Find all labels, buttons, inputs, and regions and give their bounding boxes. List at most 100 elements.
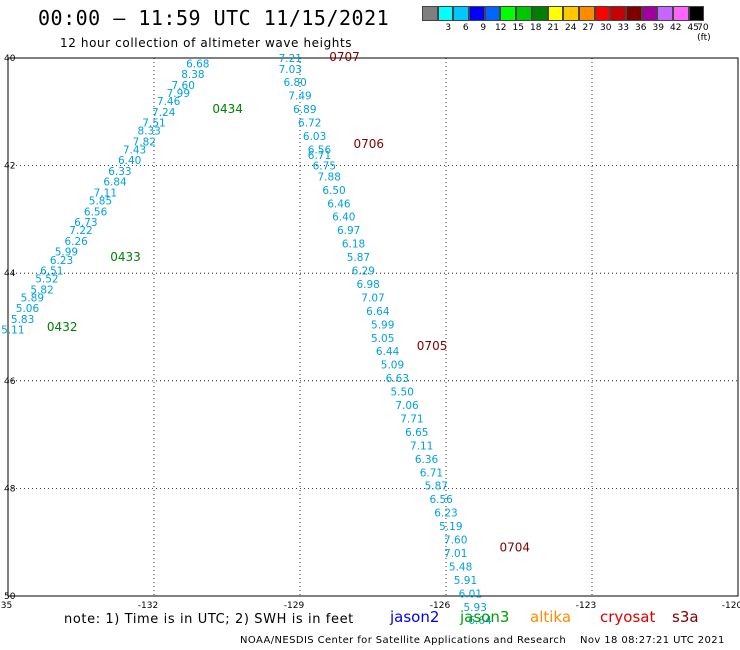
legend-swatch bbox=[484, 6, 501, 21]
pass-time-label: 0704 bbox=[500, 541, 531, 555]
swh-data-point: 6.51 bbox=[40, 266, 63, 278]
legend-label: 18 bbox=[530, 23, 542, 33]
swh-data-point: 6.36 bbox=[415, 454, 439, 466]
legend-label: 12 bbox=[495, 23, 507, 33]
page-subtitle: 12 hour collection of altimeter wave hei… bbox=[60, 36, 353, 50]
pass-time-label: 0707 bbox=[329, 50, 360, 64]
x-tick-label: -129 bbox=[284, 601, 305, 611]
swh-data-point: 6.97 bbox=[337, 225, 360, 237]
footer-note: note: 1) Time is in UTC; 2) SWH is in fe… bbox=[64, 612, 354, 627]
legend-label: 21 bbox=[547, 23, 559, 33]
swh-data-point: 7.11 bbox=[410, 440, 433, 452]
pass-time-label: 0706 bbox=[354, 137, 385, 151]
swh-data-point: 7.03 bbox=[279, 64, 302, 76]
legend-swatch bbox=[594, 6, 611, 21]
x-tick-label: -126 bbox=[430, 601, 451, 611]
swh-data-point: 5.89 bbox=[21, 292, 44, 304]
legend-label: 33 bbox=[617, 23, 629, 33]
legend-label: 45 bbox=[687, 23, 699, 33]
legend-label: 15 bbox=[512, 23, 524, 33]
pass-time-label: 0433 bbox=[110, 250, 141, 264]
swh-data-point: 6.23 bbox=[50, 255, 73, 267]
swh-data-point: 6.18 bbox=[342, 239, 365, 251]
swh-data-point: 6.64 bbox=[468, 615, 492, 627]
legend-label: 39 bbox=[652, 23, 664, 33]
y-tick-label: 50 bbox=[4, 592, 16, 602]
swh-data-point: 8.33 bbox=[137, 126, 160, 138]
swh-data-point: 7.22 bbox=[69, 225, 92, 237]
swh-data-point: 5.09 bbox=[381, 360, 404, 372]
swh-data-point: 5.91 bbox=[454, 575, 477, 587]
swh-data-point: 5.85 bbox=[89, 196, 112, 208]
swh-data-point: 6.71 bbox=[420, 467, 443, 479]
swh-data-point: 6.56 bbox=[429, 494, 453, 506]
x-tick-label: -135 bbox=[0, 601, 12, 611]
swh-data-point: 5.52 bbox=[35, 274, 58, 286]
legend-swatch bbox=[469, 6, 485, 21]
swh-data-point: 6.40 bbox=[332, 212, 355, 224]
pass-time-label: 0434 bbox=[212, 102, 243, 116]
legend-label: 3 bbox=[445, 23, 452, 33]
legend-label: 42 bbox=[670, 23, 682, 33]
legend-swatch bbox=[610, 6, 626, 21]
swh-data-point: 5.87 bbox=[347, 252, 370, 264]
y-tick-label: 46 bbox=[4, 377, 16, 387]
legend-swatch bbox=[673, 6, 689, 21]
swh-data-point: 5.11 bbox=[1, 325, 24, 337]
legend-swatch bbox=[531, 6, 548, 21]
swh-data-point: 7.99 bbox=[167, 88, 190, 100]
plot-frame bbox=[7, 57, 739, 597]
satellite-label-jason2: jason2 bbox=[390, 608, 440, 626]
y-tick-label: 44 bbox=[4, 269, 16, 279]
swh-data-point: 6.29 bbox=[352, 266, 375, 278]
legend-label: 30 bbox=[600, 23, 612, 33]
x-tick-label: -120 bbox=[722, 601, 740, 611]
swh-data-point: 6.64 bbox=[366, 306, 390, 318]
legend-swatch bbox=[547, 6, 564, 21]
legend-swatch bbox=[657, 6, 673, 21]
satellite-label-s3a: s3a bbox=[672, 608, 699, 626]
swh-data-point: 7.06 bbox=[395, 400, 419, 412]
color-legend-labels: 3 6 9 12 15 18 21 24 27 30 33 36 39 42 45 70 (ft) bbox=[422, 23, 738, 43]
swh-data-point: 5.99 bbox=[371, 319, 394, 331]
x-tick-label: -123 bbox=[576, 601, 596, 611]
swh-data-point: 5.82 bbox=[30, 284, 53, 296]
legend-label: 36 bbox=[635, 23, 647, 33]
swh-data-point: 6.23 bbox=[434, 508, 457, 520]
swh-data-point: 6.26 bbox=[64, 236, 88, 248]
swh-data-point: 7.43 bbox=[123, 144, 146, 156]
legend-swatch bbox=[625, 6, 642, 21]
swh-data-point: 6.65 bbox=[405, 427, 428, 439]
color-legend bbox=[422, 6, 705, 21]
satellite-label-cryosat: cryosat bbox=[600, 608, 656, 626]
swh-data-point: 7.60 bbox=[172, 80, 195, 92]
legend-swatch bbox=[500, 6, 517, 21]
pass-time-label: 0432 bbox=[47, 320, 78, 334]
swh-data-point: 5.05 bbox=[371, 333, 394, 345]
swh-data-point: 6.33 bbox=[108, 166, 131, 178]
swh-data-point: 7.49 bbox=[288, 91, 311, 103]
swh-data-point: 6.75 bbox=[313, 161, 336, 173]
swh-data-point: 6.72 bbox=[298, 118, 321, 130]
legend-swatch bbox=[578, 6, 595, 21]
legend-label: 9 bbox=[480, 23, 487, 33]
legend-label: 70 (ft) bbox=[697, 23, 711, 43]
swh-data-point: 5.99 bbox=[55, 247, 78, 259]
page-title: 00:00 – 11:59 UTC 11/15/2021 bbox=[38, 6, 390, 30]
credit-text: NOAA/NESDIS Center for Satellite Applica… bbox=[240, 635, 567, 646]
swh-data-point: 7.51 bbox=[142, 118, 165, 130]
satellite-label-altika: altika bbox=[530, 608, 572, 626]
swh-data-point: 6.98 bbox=[356, 279, 379, 291]
swh-data-point: 7.24 bbox=[152, 107, 176, 119]
swh-data-point: 6.44 bbox=[376, 346, 400, 358]
legend-swatch bbox=[563, 6, 579, 21]
swh-data-point: 7.82 bbox=[133, 136, 156, 148]
swh-data-point: 7.60 bbox=[444, 535, 467, 547]
legend-label: 27 bbox=[582, 23, 594, 33]
legend-label: 6 bbox=[462, 23, 469, 33]
legend-swatch bbox=[688, 6, 705, 21]
swh-data-point: 6.63 bbox=[386, 373, 409, 385]
swh-data-point: 7.46 bbox=[157, 96, 181, 108]
swh-data-point: 7.07 bbox=[361, 292, 384, 304]
